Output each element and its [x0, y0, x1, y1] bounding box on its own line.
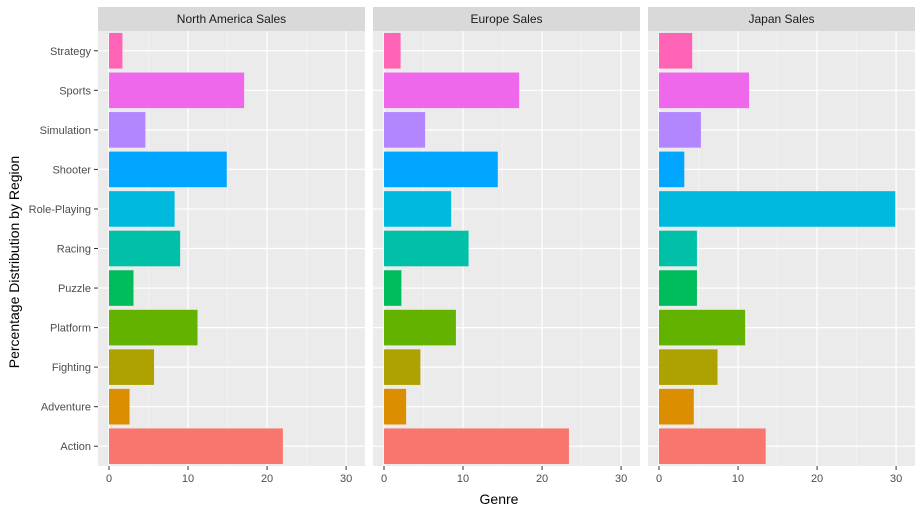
x-tick-label: 0 — [106, 473, 112, 485]
bar-simulation — [109, 112, 146, 148]
bar-sports — [109, 72, 245, 109]
bar-strategy — [384, 32, 401, 69]
bar-racing — [659, 230, 697, 267]
bar-role-playing — [659, 191, 896, 227]
y-tick-label: Simulation — [40, 125, 91, 137]
y-tick-label: Role-Playing — [29, 204, 91, 216]
x-tick-label: 0 — [381, 473, 387, 485]
bar-adventure — [384, 388, 407, 425]
chart-panels: North America Sales 0 10 20 30 Europe Sales 0 1… — [98, 7, 915, 485]
bar-sports — [659, 72, 750, 109]
bar-simulation — [384, 112, 426, 148]
facet-strip-label: Japan Sales — [748, 12, 814, 26]
facet-strip — [98, 7, 365, 31]
panel-japan-sales: Japan Sales 0 10 20 30 — [648, 7, 915, 485]
panel-north-america-sales: North America Sales 0 10 20 30 — [98, 7, 365, 485]
bar-platform — [109, 309, 198, 346]
facet-strip-label: Europe Sales — [470, 12, 542, 26]
facet-strip — [648, 7, 915, 31]
bar-shooter — [109, 151, 227, 188]
bar-puzzle — [384, 270, 402, 306]
bar-fighting — [659, 349, 718, 385]
bar-fighting — [109, 349, 155, 385]
y-tick-label: Platform — [50, 323, 91, 335]
bar-shooter — [659, 151, 685, 188]
x-tick-label: 20 — [536, 473, 548, 485]
y-tick-label: Fighting — [52, 362, 91, 374]
bar-action — [109, 428, 283, 465]
y-axis: Action Adventure Fighting Platform Puzzle Rac… — [29, 46, 98, 453]
y-tick-label: Shooter — [52, 164, 91, 176]
bar-action — [384, 428, 569, 465]
bar-adventure — [109, 388, 130, 425]
x-tick-label: 10 — [457, 473, 469, 485]
y-tick-label: Action — [60, 441, 91, 453]
panel-europe-sales: Europe Sales 0 10 20 30 — [373, 7, 640, 485]
bar-puzzle — [659, 270, 697, 306]
x-tick-label: 30 — [890, 473, 902, 485]
bar-platform — [659, 309, 746, 346]
bar-racing — [109, 230, 181, 267]
y-tick-label: Racing — [57, 244, 91, 256]
bar-simulation — [659, 112, 701, 148]
y-tick-label: Strategy — [50, 46, 91, 58]
x-tick-label: 20 — [261, 473, 273, 485]
bar-action — [659, 428, 766, 465]
x-tick-label: 10 — [732, 473, 744, 485]
facet-strip-label: North America Sales — [177, 12, 286, 26]
bar-strategy — [659, 32, 693, 69]
x-tick-label: 10 — [182, 473, 194, 485]
bar-role-playing — [384, 191, 452, 227]
bar-adventure — [659, 388, 694, 425]
x-tick-label: 30 — [340, 473, 352, 485]
x-tick-label: 0 — [656, 473, 662, 485]
bar-racing — [384, 230, 469, 267]
bar-sports — [384, 72, 520, 109]
bar-puzzle — [109, 270, 134, 306]
bar-fighting — [384, 349, 421, 385]
y-axis-title: Percentage Distribution by Region — [6, 156, 22, 368]
y-tick-label: Sports — [59, 85, 91, 97]
bar-shooter — [384, 151, 498, 188]
bar-platform — [384, 309, 456, 346]
facet-strip — [373, 7, 640, 31]
bar-strategy — [109, 32, 123, 69]
x-axis-title: Genre — [480, 491, 519, 507]
x-tick-label: 30 — [615, 473, 627, 485]
y-tick-label: Adventure — [41, 402, 91, 414]
bar-role-playing — [109, 191, 175, 227]
x-tick-label: 20 — [811, 473, 823, 485]
y-tick-label: Puzzle — [58, 283, 91, 295]
